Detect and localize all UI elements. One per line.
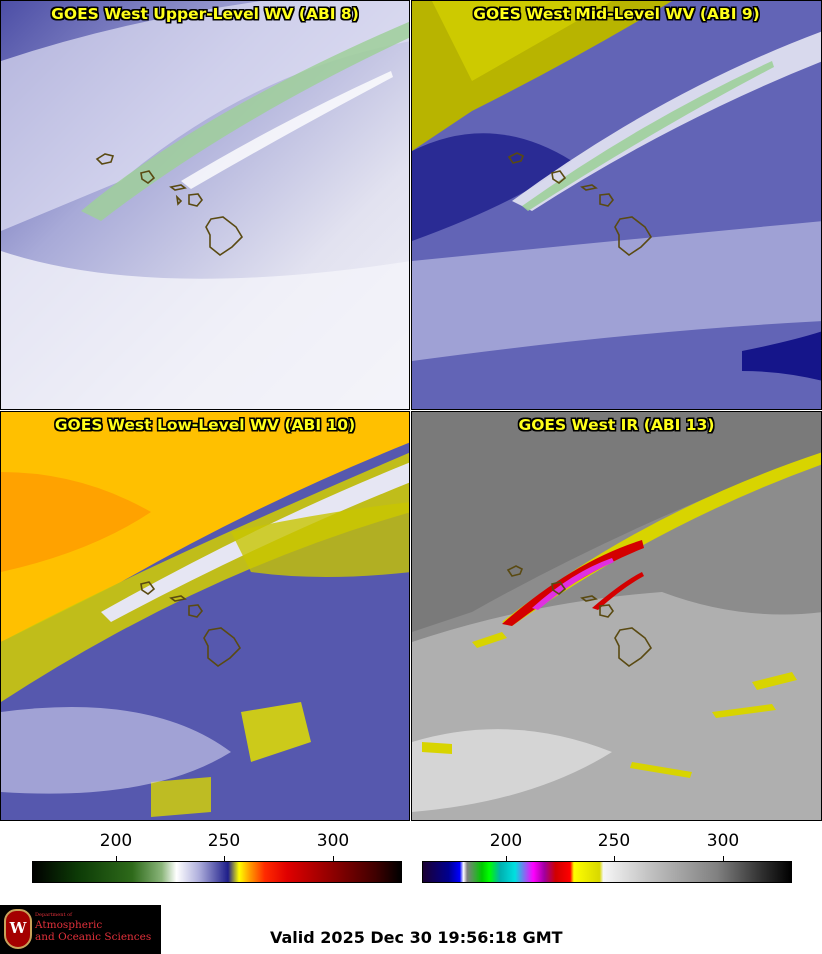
ir-colorbar-gradient <box>422 861 792 883</box>
panel-title: GOES West Mid-Level WV (ABI 9) <box>473 5 760 23</box>
uw-seal-icon: W <box>4 909 32 949</box>
low-level-wv-panel: GOES West Low-Level WV (ABI 10) <box>0 411 410 821</box>
colorbar-tick-mark <box>506 856 507 862</box>
colorbar-tick-label: 300 <box>706 831 740 851</box>
mid-level-wv-image <box>412 1 821 409</box>
logo-line-2: and Oceanic Sciences <box>35 931 152 943</box>
colorbar-tick-mark <box>723 856 724 862</box>
upper-level-wv-image <box>1 1 409 409</box>
low-level-wv-image <box>1 412 409 820</box>
colorbar-tick-mark <box>224 856 225 862</box>
hawaii-coastline <box>506 565 653 667</box>
aos-logo: W Department of Atmospheric and Oceanic … <box>0 905 161 954</box>
ir-panel: GOES West IR (ABI 13) <box>411 411 822 821</box>
valid-time: Valid 2025 Dec 30 19:56:18 GMT <box>270 928 563 947</box>
hawaii-coastline <box>95 153 244 256</box>
logo-name: Atmospheric and Oceanic Sciences <box>35 919 151 943</box>
colorbar-tick-label: 300 <box>316 831 350 851</box>
hawaii-coastline <box>140 581 242 667</box>
colorbar-tick-mark <box>614 856 615 862</box>
wv-colorbar-gradient <box>32 861 402 883</box>
logo-department: Department of <box>35 912 72 918</box>
colorbar-tick-label: 250 <box>597 831 631 851</box>
logo-line-1: Atmospheric <box>35 919 103 931</box>
colorbar-tick-mark <box>333 856 334 862</box>
mid-level-wv-panel: GOES West Mid-Level WV (ABI 9) <box>411 0 822 410</box>
colorbar-tick-label: 200 <box>489 831 523 851</box>
ir-image <box>412 412 821 820</box>
wv-colorbar: 200 250 300 <box>32 823 402 885</box>
panel-title: GOES West Upper-Level WV (ABI 8) <box>51 5 359 23</box>
ir-colorbar: 200 250 300 <box>422 823 792 885</box>
panel-title: GOES West IR (ABI 13) <box>518 416 715 434</box>
colorbar-tick-label: 250 <box>207 831 241 851</box>
colorbar-tick-mark <box>116 856 117 862</box>
colorbar-tick-label: 200 <box>99 831 133 851</box>
panel-title: GOES West Low-Level WV (ABI 10) <box>54 416 356 434</box>
upper-level-wv-panel: GOES West Upper-Level WV (ABI 8) <box>0 0 410 410</box>
hawaii-coastline <box>507 152 653 256</box>
